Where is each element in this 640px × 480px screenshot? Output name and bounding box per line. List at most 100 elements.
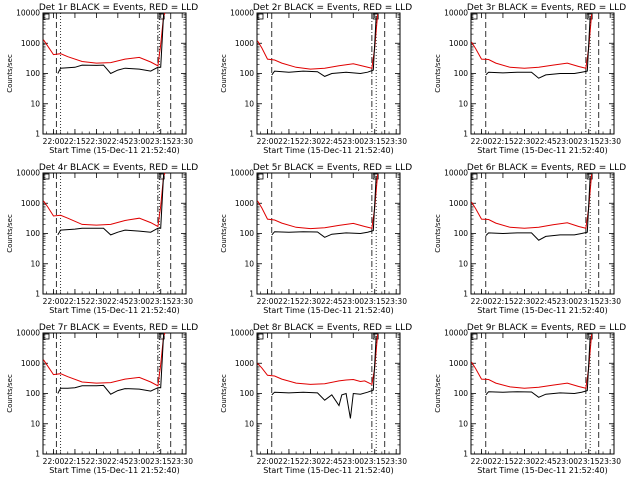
start-marker-box [43, 13, 50, 20]
x-tick-label: 23:00 [556, 297, 578, 306]
y-tick-label: 10 [30, 259, 40, 268]
y-tick-label: 100 [26, 389, 41, 398]
x-tick-label: 23:30 [385, 137, 407, 146]
x-tick-label: 22:45 [535, 457, 557, 466]
x-tick-label: 23:00 [128, 297, 150, 306]
plot-frame [256, 332, 401, 455]
x-tick-label: 22:15 [278, 137, 300, 146]
events-series-line [271, 175, 377, 238]
y-tick-label: 10000 [16, 9, 40, 18]
y-axis-label: Counts/sec [434, 374, 442, 413]
x-tick-label: 23:30 [171, 137, 193, 146]
chart-title: Det 1r BLACK = Events, RED = LLD [39, 3, 198, 13]
lld-series-line [257, 14, 379, 70]
start-marker-box [471, 173, 478, 180]
chart-panel-3: Det 3r BLACK = Events, RED = LLD 1 10 100 10… [434, 3, 626, 155]
chart-title: Det 2r BLACK = Events, RED = LLD [253, 3, 412, 13]
x-tick-label: 22:45 [535, 297, 557, 306]
x-tick-label: 23:30 [385, 457, 407, 466]
y-tick-label: 1000 [449, 199, 468, 208]
x-tick-label: 23:15 [364, 137, 386, 146]
x-tick-label: 22:45 [535, 137, 557, 146]
start-marker-box [257, 173, 264, 180]
y-axis-label: Counts/sec [6, 214, 14, 253]
x-tick-label: 22:30 [300, 297, 322, 306]
x-tick-label: 22:45 [107, 297, 129, 306]
y-tick-label: 10 [244, 259, 254, 268]
chart-panel-4: Det 4r BLACK = Events, RED = LLD 1 10 100 10… [6, 163, 198, 315]
x-tick-label: 22:00 [257, 457, 279, 466]
chart-title: Det 9r BLACK = Events, RED = LLD [467, 323, 626, 333]
x-tick-label: 23:15 [150, 137, 172, 146]
y-tick-label: 1 [249, 130, 254, 139]
y-tick-label: 100 [454, 229, 469, 238]
chart-title: Det 6r BLACK = Events, RED = LLD [467, 163, 626, 173]
lld-series-line [257, 174, 379, 230]
chart-panel-5: Det 5r BLACK = Events, RED = LLD 1 10 100 10… [220, 163, 412, 315]
chart-panel-6: Det 6r BLACK = Events, RED = LLD 1 10 100 10… [434, 163, 626, 315]
y-tick-label: 1000 [449, 359, 468, 368]
y-axis-label: Counts/sec [434, 54, 442, 93]
x-tick-label: 22:45 [321, 137, 343, 146]
x-axis-label: Start Time (15-Dec-11 21:52:40) [49, 146, 180, 155]
chart-panel-7: Det 7r BLACK = Events, RED = LLD 1 10 100 10… [6, 323, 198, 475]
start-marker-box [257, 13, 264, 20]
start-marker-box [471, 333, 478, 340]
x-tick-label: 22:30 [86, 457, 108, 466]
x-axis-label: Start Time (15-Dec-11 21:52:40) [477, 146, 608, 155]
y-tick-label: 10000 [16, 329, 40, 338]
y-tick-label: 1000 [21, 39, 40, 48]
x-tick-label: 23:00 [342, 137, 364, 146]
y-tick-label: 10000 [444, 329, 468, 338]
y-tick-label: 100 [26, 69, 41, 78]
chart-title: Det 7r BLACK = Events, RED = LLD [39, 323, 198, 333]
x-tick-label: 23:00 [556, 457, 578, 466]
y-tick-label: 10000 [230, 329, 254, 338]
events-series-line [485, 175, 591, 241]
events-series-line [57, 174, 165, 236]
y-tick-label: 10000 [16, 169, 40, 178]
y-tick-label: 10000 [230, 169, 254, 178]
y-tick-label: 1 [35, 450, 40, 459]
x-axis-label: Start Time (15-Dec-11 21:52:40) [263, 306, 394, 315]
chart-title: Det 4r BLACK = Events, RED = LLD [39, 163, 198, 173]
y-tick-label: 10000 [230, 9, 254, 18]
lld-series-line [43, 332, 166, 387]
x-tick-label: 22:45 [107, 457, 129, 466]
chart-panel-9: Det 9r BLACK = Events, RED = LLD 1 10 100 10… [434, 323, 626, 475]
x-tick-label: 23:15 [150, 457, 172, 466]
x-tick-label: 23:15 [364, 297, 386, 306]
x-tick-label: 23:30 [171, 457, 193, 466]
x-tick-label: 22:00 [257, 297, 279, 306]
x-tick-label: 22:30 [514, 297, 536, 306]
chart-title: Det 3r BLACK = Events, RED = LLD [467, 3, 626, 13]
x-tick-label: 23:30 [599, 137, 621, 146]
x-tick-label: 23:00 [128, 457, 150, 466]
x-tick-label: 23:15 [578, 297, 600, 306]
y-tick-label: 100 [26, 229, 41, 238]
x-tick-label: 23:30 [385, 297, 407, 306]
x-tick-label: 23:15 [150, 297, 172, 306]
lld-series-line [471, 174, 593, 229]
y-tick-label: 1000 [21, 199, 40, 208]
x-tick-label: 23:30 [599, 297, 621, 306]
y-axis-label: Counts/sec [6, 374, 14, 413]
x-tick-label: 22:30 [86, 297, 108, 306]
y-tick-label: 10 [30, 99, 40, 108]
x-axis-label: Start Time (15-Dec-11 21:52:40) [263, 466, 394, 475]
start-marker-box [257, 333, 264, 340]
plot-frame [470, 12, 615, 135]
x-tick-label: 22:00 [471, 137, 493, 146]
x-tick-label: 22:00 [471, 457, 493, 466]
x-tick-label: 22:15 [492, 137, 514, 146]
y-tick-label: 1 [249, 290, 254, 299]
x-tick-label: 22:15 [492, 457, 514, 466]
x-tick-label: 22:15 [278, 297, 300, 306]
events-series-line [57, 14, 165, 75]
y-tick-label: 10 [244, 99, 254, 108]
x-tick-label: 23:00 [342, 297, 364, 306]
y-tick-label: 100 [240, 229, 255, 238]
x-tick-label: 22:30 [300, 457, 322, 466]
x-tick-label: 22:00 [43, 457, 65, 466]
